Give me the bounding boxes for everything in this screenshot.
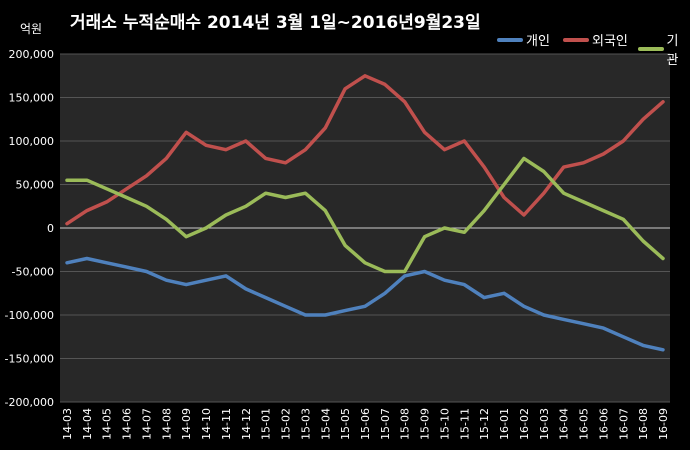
x-tick-label: 14-11 <box>220 408 233 440</box>
legend-swatch-institution <box>638 47 664 51</box>
legend-label-individual: 개인 <box>526 34 550 49</box>
x-tick-label: 16-05 <box>578 408 591 440</box>
x-tick-label: 15-08 <box>399 408 412 440</box>
x-tick-label: 14-09 <box>180 408 193 440</box>
x-tick-label: 14-03 <box>61 408 74 440</box>
y-tick-label: -150,000 <box>5 353 54 366</box>
chart-title: 거래소 누적순매수 2014년 3월 1일~2016년9월23일 <box>70 13 481 33</box>
series-line-1 <box>65 74 665 226</box>
series-lines <box>65 74 665 352</box>
x-tick-label: 15-06 <box>359 408 372 440</box>
x-tick-label: 15-07 <box>379 408 392 440</box>
x-tick-label: 16-06 <box>597 408 610 440</box>
y-axis-unit: 억원 <box>20 22 43 36</box>
x-tick-label: 15-05 <box>339 408 352 440</box>
x-tick-label: 16-08 <box>637 408 650 440</box>
legend-label-institution: 기관 <box>666 34 679 68</box>
x-tick-label: 14-06 <box>121 408 134 440</box>
x-tick-label: 14-10 <box>200 408 213 440</box>
x-tick-label: 15-02 <box>280 408 293 440</box>
legend: 기관 <box>638 30 690 68</box>
x-tick-label: 16-02 <box>518 408 531 440</box>
x-tick-label: 15-12 <box>478 408 491 440</box>
x-tick-label: 16-09 <box>657 408 670 440</box>
y-axis: 200,000 150,000 100,000 50,000 0 -50,000 -100,… <box>5 48 54 409</box>
x-tick-label: 15-09 <box>419 408 432 440</box>
legend-swatch-foreign <box>563 37 589 42</box>
x-axis: 14-03 14-04 14-05 14-06 14-07 14-08 14-09 14-10… <box>61 408 670 440</box>
series-line-2 <box>65 156 665 274</box>
legend: 개인 <box>497 30 550 49</box>
y-tick-label: -50,000 <box>12 266 54 279</box>
y-tick-label: 50,000 <box>16 179 55 192</box>
legend-label-foreign: 외국인 <box>592 34 628 49</box>
x-tick-label: 15-01 <box>260 408 273 440</box>
series-line-0 <box>65 256 665 352</box>
x-tick-label: 16-03 <box>538 408 551 440</box>
x-tick-label: 15-04 <box>319 408 332 440</box>
y-tick-label: 0 <box>47 222 54 235</box>
x-tick-label: 15-11 <box>458 408 471 440</box>
y-tick-label: 200,000 <box>9 48 55 61</box>
y-tick-label: -100,000 <box>5 309 54 322</box>
x-tick-label: 15-10 <box>438 408 451 440</box>
legend-swatch-individual <box>497 37 523 42</box>
x-tick-label: 14-07 <box>140 408 153 440</box>
x-tick-label: 14-05 <box>101 408 114 440</box>
x-tick-label: 16-01 <box>498 408 511 440</box>
x-tick-label: 14-04 <box>81 408 94 440</box>
x-tick-label: 16-04 <box>558 408 571 440</box>
y-tick-label: 150,000 <box>9 92 55 105</box>
x-tick-label: 16-07 <box>617 408 630 440</box>
y-tick-label: 100,000 <box>9 135 55 148</box>
gridlines <box>60 53 670 403</box>
x-tick-label: 15-03 <box>299 408 312 440</box>
x-tick-label: 14-08 <box>160 408 173 440</box>
y-tick-label: -200,000 <box>5 396 54 409</box>
legend: 외국인 <box>563 30 628 49</box>
x-tick-label: 14-12 <box>240 408 253 440</box>
